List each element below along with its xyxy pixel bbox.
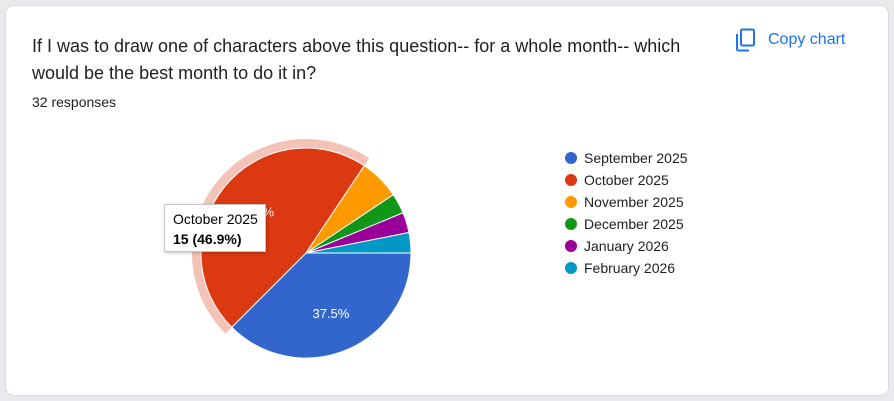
legend-label: January 2026: [584, 238, 669, 254]
legend-swatch: [565, 240, 577, 252]
pie-slice-october-2025[interactable]: [200, 147, 366, 328]
tooltip-value: 15 (46.9%): [173, 231, 242, 247]
legend-label: November 2025: [584, 194, 684, 210]
legend-label: September 2025: [584, 150, 688, 166]
chart-legend: September 2025 October 2025 November 2025 D…: [565, 147, 688, 279]
copy-icon: [734, 28, 756, 52]
response-count: 32 responses: [32, 94, 117, 110]
legend-swatch: [565, 196, 577, 208]
pie-chart: 37.5%46.9%: [192, 139, 412, 359]
legend-label: February 2026: [584, 260, 676, 276]
legend-swatch: [565, 152, 577, 164]
legend-item-january-2026[interactable]: January 2026: [565, 235, 688, 257]
legend-item-february-2026[interactable]: February 2026: [565, 257, 688, 279]
legend-item-december-2025[interactable]: December 2025: [565, 213, 688, 235]
pie-slice-september-2025[interactable]: [231, 252, 412, 359]
pie-slice-february-2026[interactable]: [305, 231, 412, 254]
legend-label: December 2025: [584, 216, 684, 232]
chart-card: If I was to draw one of characters above…: [6, 6, 888, 395]
copy-chart-label: Copy chart: [768, 31, 846, 48]
legend-item-october-2025[interactable]: October 2025: [565, 169, 688, 191]
legend-swatch: [565, 262, 577, 274]
slice-percent-label: 37.5%: [312, 306, 349, 321]
legend-item-september-2025[interactable]: September 2025: [565, 147, 688, 169]
legend-item-november-2025[interactable]: November 2025: [565, 191, 688, 213]
copy-chart-button[interactable]: Copy chart: [734, 26, 845, 54]
legend-swatch: [565, 174, 577, 186]
slice-tooltip: October 2025 15 (46.9%): [164, 204, 266, 252]
question-title: If I was to draw one of characters above…: [32, 36, 681, 83]
legend-swatch: [565, 218, 577, 230]
tooltip-label: October 2025: [173, 211, 258, 227]
legend-label: October 2025: [584, 172, 669, 188]
